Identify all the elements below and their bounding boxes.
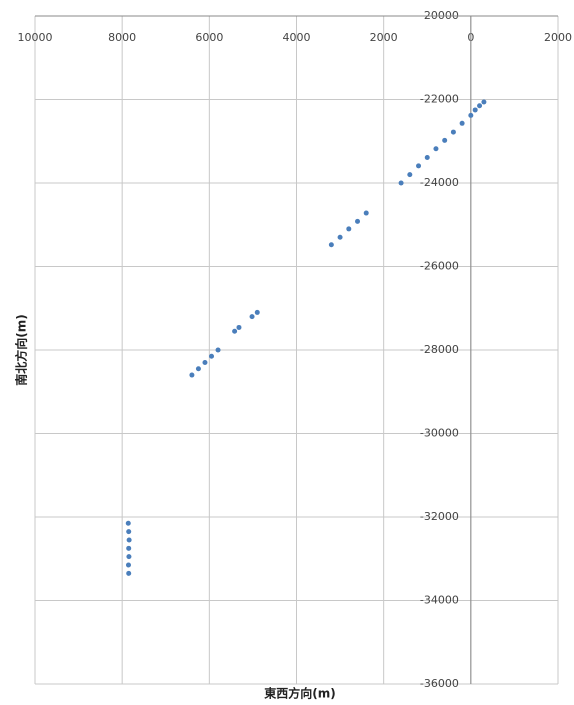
point — [481, 99, 487, 105]
y-tick-label: -34000 — [420, 594, 459, 607]
point — [468, 112, 474, 118]
point — [126, 529, 132, 535]
point — [363, 210, 369, 216]
point — [355, 218, 361, 224]
y-tick-label: -30000 — [420, 427, 459, 440]
point — [416, 163, 422, 169]
point — [450, 129, 456, 135]
point — [125, 520, 131, 526]
point — [442, 137, 448, 143]
point — [125, 562, 131, 568]
y-tick-label: -26000 — [420, 260, 459, 273]
x-tick-label: 10000 — [18, 31, 53, 44]
x-tick-label: 2000 — [544, 31, 572, 44]
point — [472, 107, 478, 113]
point — [126, 537, 132, 543]
y-tick-label: -28000 — [420, 343, 459, 356]
point — [254, 309, 260, 315]
point — [424, 155, 430, 161]
y-tick-label: -32000 — [420, 510, 459, 523]
point — [202, 360, 208, 366]
point — [477, 103, 483, 109]
point — [236, 324, 242, 330]
y-tick-label: -24000 — [420, 176, 459, 189]
x-tick-label: 4000 — [283, 31, 311, 44]
x-tick-label: 2000 — [370, 31, 398, 44]
point — [126, 545, 132, 551]
y-tick-label: -36000 — [420, 677, 459, 690]
point — [249, 314, 255, 320]
point — [126, 570, 132, 576]
point — [189, 372, 195, 378]
point — [346, 226, 352, 232]
y-axis-title: 南北方向(m) — [14, 314, 29, 385]
point — [195, 366, 201, 372]
point — [209, 353, 215, 359]
x-tick-label: 8000 — [108, 31, 136, 44]
x-tick-label: 6000 — [195, 31, 223, 44]
point — [126, 554, 132, 560]
point — [232, 328, 238, 334]
point — [215, 347, 221, 353]
y-tick-label: -22000 — [420, 93, 459, 106]
point — [337, 234, 343, 240]
x-axis-title: 東西方向(m) — [264, 686, 335, 701]
point — [407, 172, 413, 178]
point — [433, 146, 439, 152]
point — [398, 180, 404, 186]
point — [459, 120, 465, 126]
point — [328, 242, 334, 248]
